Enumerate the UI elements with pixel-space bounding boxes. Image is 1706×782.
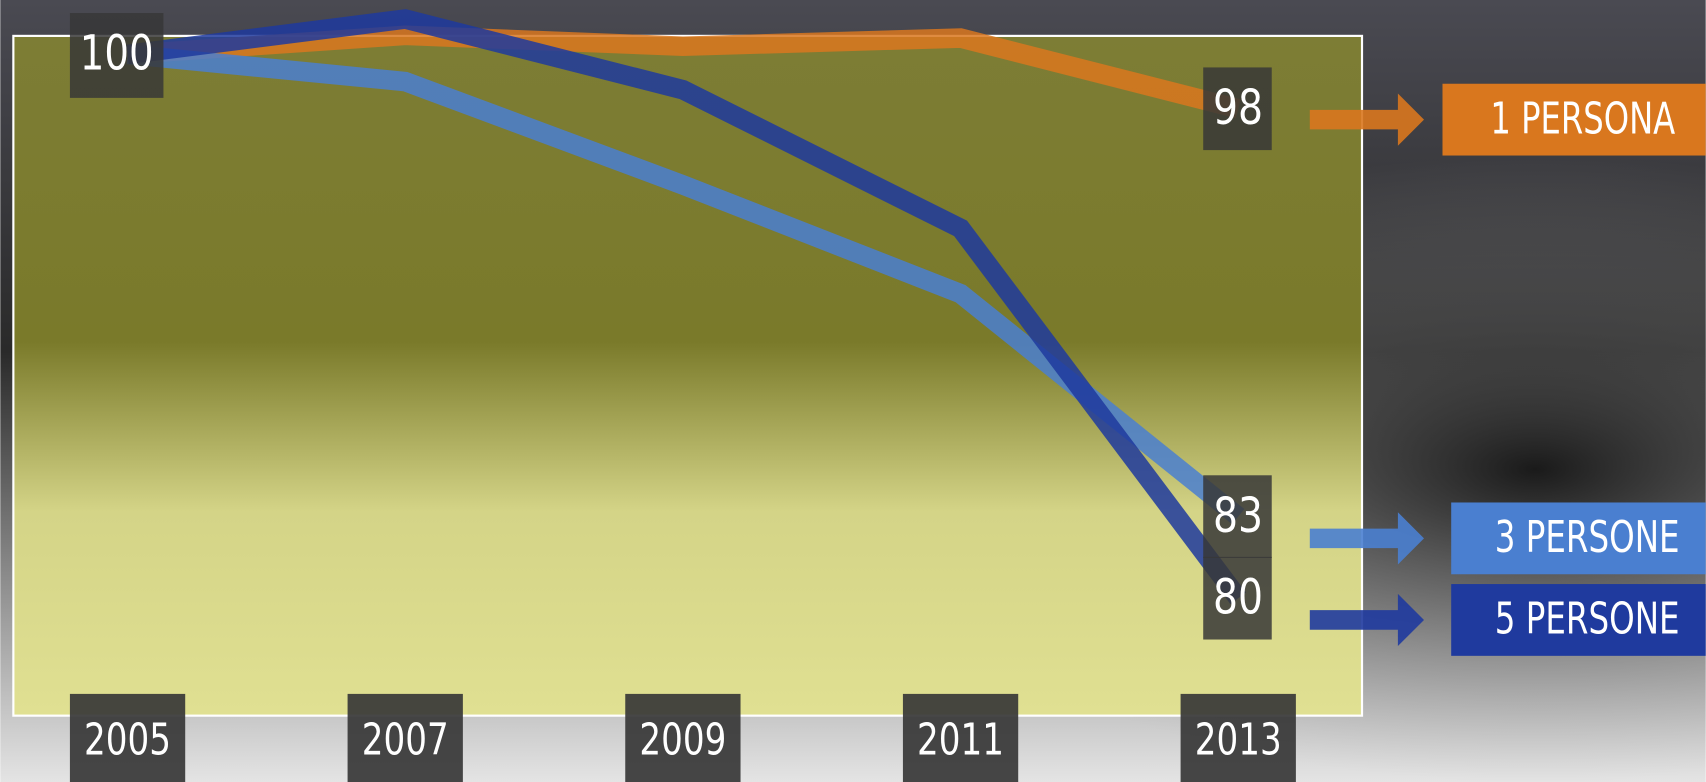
value-label: 83 xyxy=(1213,489,1263,544)
legend-label: 1 PERSONA xyxy=(1490,94,1675,144)
value-label: 98 xyxy=(1213,81,1263,136)
plot-area xyxy=(13,36,1362,716)
chart: 2005 2007 2009 2011 2013 100 98 1 PERSONA 83 3 PE… xyxy=(0,0,1706,782)
legend-label: 5 PERSONE xyxy=(1495,595,1680,645)
value-label: 80 xyxy=(1213,570,1263,625)
x-tick-label: 2011 xyxy=(917,715,1004,765)
x-tick-label: 2009 xyxy=(639,715,726,765)
legend-label: 3 PERSONE xyxy=(1495,513,1680,563)
x-tick-label: 2007 xyxy=(362,715,449,765)
value-label: 100 xyxy=(80,27,154,82)
x-tick-label: 2005 xyxy=(84,715,171,765)
x-tick-label: 2013 xyxy=(1195,715,1282,765)
